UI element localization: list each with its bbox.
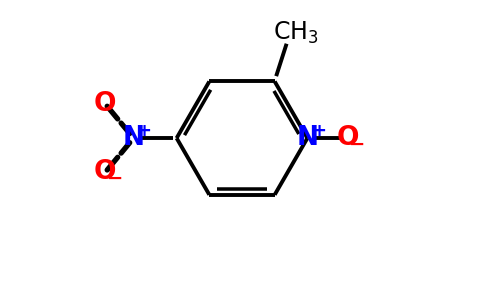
Text: O: O — [94, 159, 117, 185]
Text: O: O — [336, 125, 359, 151]
Text: +: + — [136, 122, 151, 140]
Text: −: − — [349, 135, 366, 154]
Text: +: + — [311, 122, 326, 140]
Text: N: N — [296, 125, 318, 151]
Text: CH$_3$: CH$_3$ — [272, 20, 318, 46]
Text: −: − — [107, 169, 123, 188]
Text: O: O — [94, 91, 117, 117]
Text: N: N — [122, 125, 145, 151]
